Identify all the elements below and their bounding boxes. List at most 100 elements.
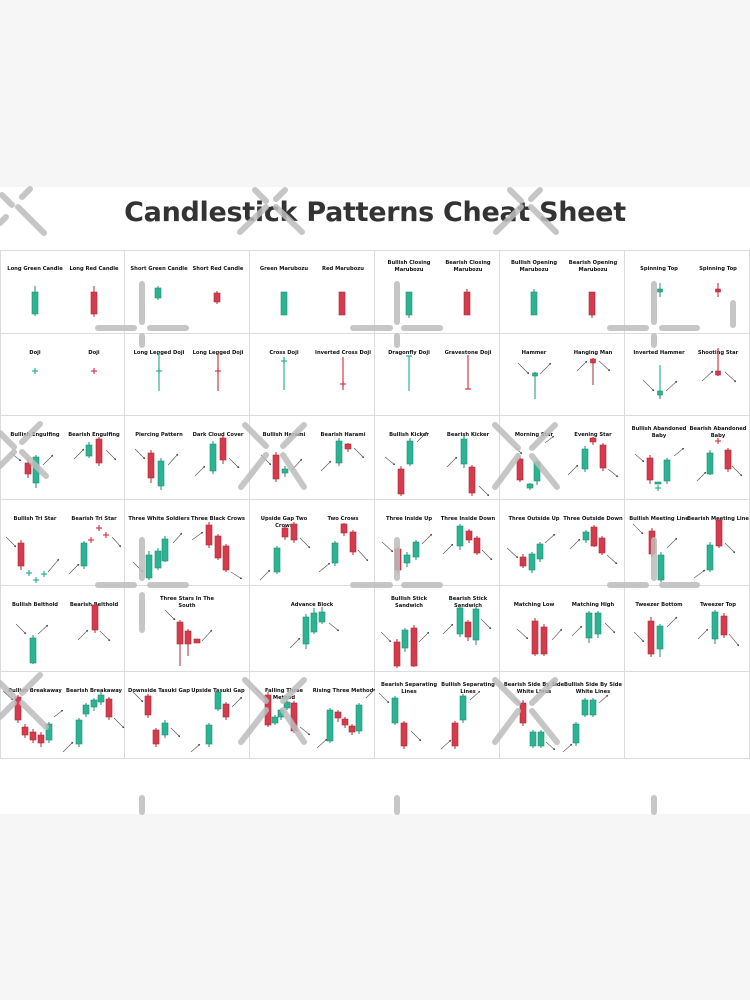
pattern-label: Bullish Meeting Line	[629, 516, 689, 522]
candlestick-pattern-figure	[281, 357, 346, 390]
candlestick-pattern-figure	[405, 289, 471, 318]
pattern-label: Evening Star	[574, 432, 612, 438]
pattern-label: Bullish Kicker	[389, 432, 429, 438]
pattern-label: Tweezer Bottom	[635, 602, 683, 608]
pattern-cell: Bearish Side By Side White Lines Bullish …	[500, 672, 625, 759]
pattern-cell: Upside Gap Two Crows Two Crows	[250, 500, 375, 586]
pattern-label: Bullish Abandoned Baby	[631, 426, 687, 439]
pattern-label: Hammer	[521, 350, 547, 356]
pattern-cell: Morning Star Evening Star	[500, 416, 625, 500]
candlestick-pattern-figure	[632, 518, 736, 582]
pattern-cell: Bullish Meeting Line Bearish Meeting Line	[625, 500, 750, 586]
pattern-label: Three Inside Down	[440, 516, 496, 522]
candlestick-pattern-figure	[164, 609, 213, 666]
pattern-cell: Tweezer Bottom Tweezer Top	[625, 586, 750, 672]
pattern-label: Three Outside Up	[508, 516, 560, 522]
candlestick-pattern-figure	[384, 431, 490, 497]
candlestick-pattern-figure	[31, 286, 98, 317]
pattern-label: Long Red Candle	[69, 266, 119, 272]
pattern-label: Cross Doji	[269, 350, 299, 356]
pattern-label: Bullish Tri Star	[13, 516, 57, 522]
pattern-label: Bullish Closing Marubozu	[387, 260, 431, 273]
candlestick-pattern-figure	[530, 289, 596, 318]
pattern-cell: Falling Three Method Rising Three Method	[250, 672, 376, 759]
pattern-cell: Green Marubozu Red Marubozu	[250, 250, 375, 334]
candlestick-pattern-figure	[289, 607, 340, 649]
pattern-label: Bullish Stick Sandwich	[390, 596, 428, 609]
pattern-label: Bearish Opening Marubozu	[568, 260, 618, 273]
pattern-cell: Three White Soldiers Three Black Crows	[125, 500, 250, 586]
pattern-label: Bearish Meeting Line	[687, 516, 749, 522]
candlestick-pattern-figure	[633, 610, 740, 657]
pattern-label: Matching High	[571, 602, 615, 608]
pattern-cell: Matching Low Matching High	[500, 586, 625, 672]
pattern-label: Three Stars In The South	[160, 596, 214, 609]
candlestick-pattern-figure	[625, 672, 750, 758]
pattern-label: Bearish Separating Lines	[380, 682, 438, 695]
candlestick-pattern-figure	[513, 694, 609, 753]
pattern-cell: Spinning Top Spinning Top	[625, 250, 750, 334]
pattern-label: Doji	[88, 350, 100, 356]
pattern-cell: Bearish Separating Lines Bullish Separati…	[375, 672, 500, 759]
pattern-label: Bearish Abandoned Baby	[689, 426, 747, 439]
candlestick-pattern-figure	[516, 611, 616, 656]
pattern-label: Hanging Man	[573, 350, 613, 356]
candlestick-pattern-figure	[132, 522, 243, 580]
candlestick-pattern-figure	[15, 603, 111, 664]
candlestick-pattern-figure	[378, 690, 481, 750]
pattern-label: Spinning Top	[699, 266, 737, 272]
candlestick-pattern-figure	[514, 435, 619, 490]
candlestick-pattern-figure	[134, 435, 240, 490]
candlestick-pattern-figure	[254, 687, 376, 749]
candlestick-pattern-figure	[642, 348, 737, 399]
pattern-cell: Three Outside Up Three Outside Down	[500, 500, 625, 586]
pattern-label: Short Red Candle	[192, 266, 244, 272]
candlestick-pattern-figure	[380, 606, 492, 668]
pattern-label: Long Green Candle	[7, 266, 63, 272]
pattern-label: Three Inside Up	[385, 516, 433, 522]
page-title: Candlestick Patterns Cheat Sheet	[124, 197, 626, 228]
pattern-cell: Three Stars In The South	[125, 586, 250, 672]
candlestick-pattern-figure	[259, 522, 369, 581]
pattern-cell: Bullish Abandoned Baby Bearish Abandoned …	[625, 416, 750, 500]
candlestick-pattern-figure	[156, 353, 221, 391]
candlestick-pattern-figure	[260, 438, 365, 482]
pattern-cell: Bullish Engulfing Bearish Engulfing	[0, 416, 125, 500]
candlestick-pattern-figure	[381, 524, 493, 573]
pattern-label: Three Outside Down	[563, 516, 623, 522]
pattern-label: Bearish Kicker	[446, 432, 490, 438]
pattern-label: Bearish Breakaway	[66, 688, 122, 694]
pattern-label: Red Marubozu	[322, 266, 364, 272]
pattern-cell	[625, 672, 750, 759]
pattern-label: Inverted Cross Doji	[315, 350, 371, 356]
pattern-label: Bullish Side By Side White Lines	[563, 682, 622, 695]
candlestick-pattern-figure	[2, 690, 125, 753]
pattern-grid: Long Green Candle Long Red Candle Short Gr…	[0, 250, 750, 759]
pattern-cell: Cross Doji Inverted Cross Doji	[250, 334, 375, 416]
grid-top-border	[0, 250, 750, 251]
pattern-cell: Bullish Belthold Bearish Belthold	[0, 586, 125, 672]
pattern-label: Bearish Stick Sandwich	[448, 596, 488, 609]
pattern-label: Bearish Harami	[320, 432, 366, 438]
pattern-label: Bullish Belthold	[11, 602, 59, 608]
pattern-label: Dark Cloud Cover	[192, 432, 244, 438]
pattern-label: Bearish Tri Star	[71, 516, 117, 522]
candlestick-pattern-figure	[280, 291, 346, 316]
pattern-label: Downside Tasuki Gap	[128, 688, 190, 694]
pattern-label: Advance Block	[290, 602, 334, 608]
candlestick-pattern-figure	[406, 355, 471, 391]
pattern-label: Bearish Closing Marubozu	[445, 260, 491, 273]
pattern-cell: Bullish Kicker Bearish Kicker	[375, 416, 500, 500]
pattern-label: Short Green Candle	[130, 266, 188, 272]
pattern-label: Matching Low	[513, 602, 555, 608]
pattern-label: Piercing Pattern	[135, 432, 183, 438]
pattern-cell: Hammer Hanging Man	[500, 334, 625, 416]
pattern-cell: Inverted Hammer Shooting Star	[625, 334, 750, 416]
pattern-cell: Bullish Harami Bearish Harami	[250, 416, 375, 500]
pattern-label: Spinning Top	[640, 266, 678, 272]
pattern-cell: Bullish Breakaway Bearish Breakaway	[0, 672, 125, 759]
candlestick-pattern-figure	[657, 283, 721, 297]
pattern-cell: Dragonfly Doji Gravestone Doji	[375, 334, 500, 416]
pattern-label: Dragonfly Doji	[388, 350, 430, 356]
pattern-label: Rising Three Method	[312, 688, 374, 694]
